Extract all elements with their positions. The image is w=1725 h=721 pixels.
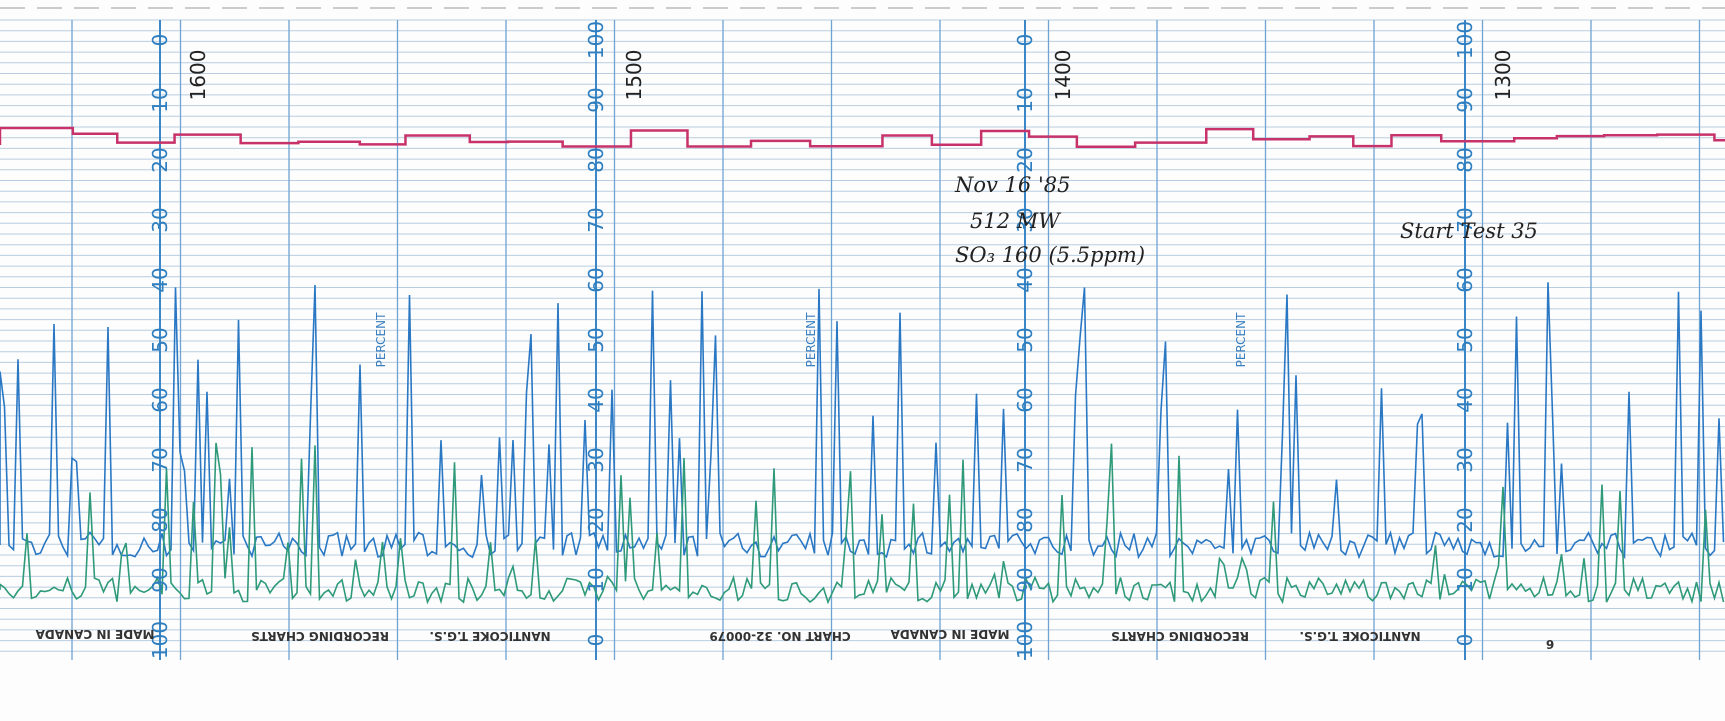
time-label: 1500 bbox=[622, 50, 646, 101]
scale-label: 20 bbox=[1453, 507, 1477, 532]
scale-label: 10 bbox=[148, 87, 172, 112]
footer-text: CHART NO. 32-00079 bbox=[709, 629, 850, 643]
footer-text: NANTICOKE T.G.S. bbox=[429, 629, 550, 643]
scale-label: 0 bbox=[148, 34, 172, 47]
scale-label: 40 bbox=[584, 387, 608, 412]
red-trace bbox=[0, 126, 1725, 148]
scale-label: 30 bbox=[1013, 207, 1037, 232]
scale-label: 100 bbox=[1453, 21, 1477, 59]
time-label: 1600 bbox=[186, 50, 210, 101]
scale-label: 30 bbox=[148, 207, 172, 232]
scale-label: 90 bbox=[1453, 87, 1477, 112]
scale-label: 40 bbox=[1013, 267, 1037, 292]
scale-label: 80 bbox=[584, 147, 608, 172]
scale-label: 0 bbox=[1013, 34, 1037, 47]
scale-label: 30 bbox=[584, 447, 608, 472]
note-test: Start Test 35 bbox=[1400, 219, 1538, 243]
scale-label: 70 bbox=[584, 207, 608, 232]
time-label: 1300 bbox=[1491, 50, 1515, 101]
scale-label: 70 bbox=[1013, 447, 1037, 472]
note-load: 512 MW bbox=[970, 209, 1062, 233]
scale-label: 10 bbox=[1453, 567, 1477, 592]
note-date: Nov 16 '85 bbox=[954, 173, 1070, 197]
scale-label: 60 bbox=[1013, 387, 1037, 412]
scale-label: 50 bbox=[148, 327, 172, 352]
scale-label: 80 bbox=[148, 507, 172, 532]
footer-text: MADE IN CANADA bbox=[35, 627, 155, 641]
grid bbox=[0, 19, 1725, 660]
note-so3: SO₃ 160 (5.5ppm) bbox=[955, 243, 1145, 267]
scale-label: 40 bbox=[1453, 387, 1477, 412]
scale-label: 0 bbox=[584, 634, 608, 647]
scale-label: 90 bbox=[1013, 567, 1037, 592]
scale-label: 60 bbox=[148, 387, 172, 412]
footer-text: RECORDING CHARTS bbox=[1111, 629, 1249, 643]
scale-label: 50 bbox=[584, 327, 608, 352]
scale-label: 50 bbox=[1013, 327, 1037, 352]
percent-label: PERCENT bbox=[804, 312, 818, 367]
scale-label: 30 bbox=[1453, 447, 1477, 472]
scale-label: 10 bbox=[584, 567, 608, 592]
footer-text: NANTICOKE T.G.S. bbox=[1299, 629, 1420, 643]
time-label: 1400 bbox=[1051, 50, 1075, 101]
scale-label: 60 bbox=[1453, 267, 1477, 292]
scale-label: 20 bbox=[584, 507, 608, 532]
scale-label: 90 bbox=[584, 87, 608, 112]
scale-label: 70 bbox=[1453, 207, 1477, 232]
scale-label: 100 bbox=[584, 21, 608, 59]
traces bbox=[0, 126, 1725, 605]
percent-label: PERCENT bbox=[1234, 312, 1248, 367]
scale-label: 40 bbox=[148, 267, 172, 292]
scale-label: 0 bbox=[1453, 634, 1477, 647]
scale-label: 100 bbox=[148, 621, 172, 659]
green-trace bbox=[0, 442, 1725, 605]
labels: 0102030405060708090100160010090807060504… bbox=[35, 21, 1554, 659]
scale-label: 10 bbox=[1013, 87, 1037, 112]
scale-label: 50 bbox=[1453, 327, 1477, 352]
percent-label: PERCENT bbox=[374, 312, 388, 367]
scale-label: 70 bbox=[148, 447, 172, 472]
scale-label: 100 bbox=[1013, 621, 1037, 659]
scale-label: 80 bbox=[1453, 147, 1477, 172]
scale-label: 20 bbox=[148, 147, 172, 172]
scale-label: 90 bbox=[148, 567, 172, 592]
footer-text: 6 bbox=[1546, 637, 1554, 651]
blue-trace bbox=[0, 282, 1725, 560]
scale-label: 60 bbox=[584, 267, 608, 292]
scale-label: 20 bbox=[1013, 147, 1037, 172]
footer-text: MADE IN CANADA bbox=[890, 627, 1010, 641]
scale-label: 80 bbox=[1013, 507, 1037, 532]
footer-text: RECORDING CHARTS bbox=[251, 629, 389, 643]
